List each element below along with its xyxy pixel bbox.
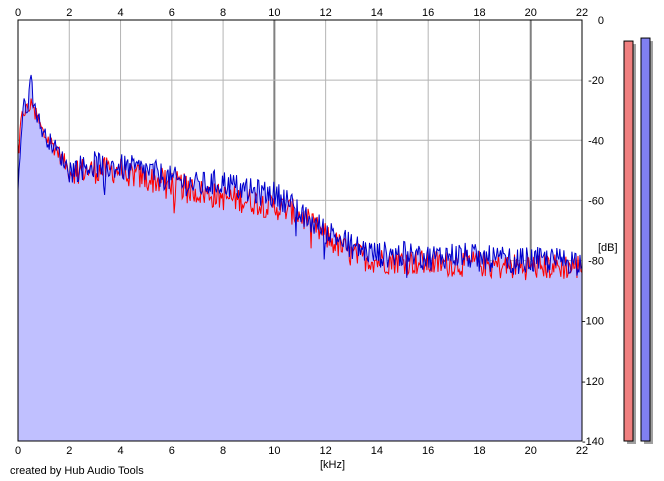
x-tick-label-bottom: 10 (268, 445, 280, 457)
x-tick-label-top: 8 (220, 7, 226, 19)
x-tick-label-top: 4 (117, 7, 123, 19)
x-tick-label-bottom: 6 (169, 445, 175, 457)
x-tick-label-bottom: 20 (525, 445, 537, 457)
level-meter-red (623, 40, 634, 442)
level-meter-blue (640, 37, 651, 442)
series-lines (17, 74, 583, 281)
x-axis-unit: [kHz] (320, 459, 345, 471)
x-tick-label-bottom: 16 (422, 445, 434, 457)
credit-text: created by Hub Audio Tools (10, 465, 144, 477)
x-tick-label-top: 18 (473, 7, 485, 19)
y-tick-label: -20 (588, 75, 604, 87)
y-axis-unit: [dB] (598, 242, 618, 254)
x-tick-label-bottom: 2 (66, 445, 72, 457)
x-tick-label-bottom: 18 (473, 445, 485, 457)
y-tick-labels: 0 -20 -40 -60 -80 -100 -120 -140 (582, 15, 604, 448)
x-tick-label-top: 10 (268, 7, 280, 19)
x-tick-label-top: 16 (422, 7, 434, 19)
x-tick-label-bottom: 8 (220, 445, 226, 457)
series-blue-line (17, 74, 583, 278)
y-tick-label: -100 (582, 316, 604, 328)
x-tick-label-top: 6 (169, 7, 175, 19)
x-tick-label-top: 20 (525, 7, 537, 19)
x-tick-labels-bottom: 0 2 4 6 8 10 12 14 16 18 20 22 (15, 445, 588, 457)
x-tick-label-top: 2 (66, 7, 72, 19)
x-tick-labels-top: 0 2 4 6 8 10 12 14 16 18 20 22 (15, 7, 588, 19)
x-tick-label-bottom: 14 (371, 445, 383, 457)
x-tick-label-bottom: 12 (320, 445, 332, 457)
y-tick-label: 0 (598, 15, 604, 27)
x-tick-label-bottom: 22 (576, 445, 588, 457)
x-tick-label-bottom: 4 (117, 445, 123, 457)
y-tick-label: -80 (588, 256, 604, 268)
y-tick-label: -40 (588, 135, 604, 147)
x-tick-label-top: 22 (576, 7, 588, 19)
x-tick-label-top: 14 (371, 7, 383, 19)
y-tick-label: -120 (582, 376, 604, 388)
y-tick-label: -60 (588, 195, 604, 207)
x-tick-label-bottom: 0 (15, 445, 21, 457)
plot-border (17, 19, 583, 442)
x-tick-label-top: 0 (15, 7, 21, 19)
x-tick-label-top: 12 (320, 7, 332, 19)
spectrum-area-fill (18, 75, 582, 441)
level-meters (623, 37, 653, 445)
y-tick-label: -140 (582, 436, 604, 448)
